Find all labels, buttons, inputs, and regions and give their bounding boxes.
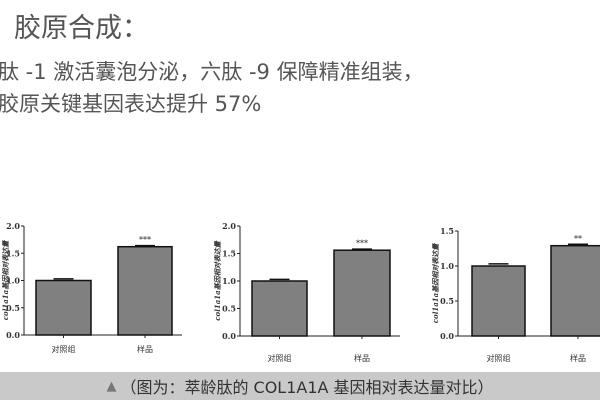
y-tick-label: 0.5 (440, 296, 454, 306)
y-tick-label: 1.5 (222, 249, 236, 259)
x-tick-label: 对照组 (52, 344, 76, 354)
y-tick-label: 1.0 (222, 276, 236, 286)
description-line-1: 肽 -1 激活囊泡分泌，六肽 -9 保障精准组装， (0, 60, 424, 84)
y-tick-label: 0.0 (222, 331, 236, 341)
y-tick-label: 2.0 (6, 221, 20, 231)
bar (117, 245, 173, 336)
x-tick-label: 对照组 (487, 353, 511, 363)
x-tick-label: 对照组 (268, 353, 292, 363)
y-tick-label: 0.0 (6, 330, 20, 340)
y-tick-label: 0.0 (440, 331, 454, 341)
figure-caption: ▲ （图为：萃龄肽的 COL1A1A 基因相对表达量对比） (0, 372, 600, 400)
bar (550, 244, 600, 337)
bar (251, 280, 308, 337)
description-line-2: 胶原关键基因表达提升 57% (0, 92, 262, 116)
x-tick-label: 样品 (570, 353, 586, 363)
y-axis-label: col1a1a基因相对表达量 (213, 240, 222, 320)
y-tick-label: 0.5 (222, 304, 236, 314)
y-tick-label: 1.0 (440, 261, 454, 271)
x-tick-label: 样品 (354, 353, 370, 363)
significance-marker: *** (356, 239, 368, 248)
bar (471, 265, 526, 337)
y-axis-label: col1a1a基因相对表达量 (431, 243, 440, 323)
section-title: 胶原合成： (14, 13, 149, 44)
x-tick-label: 样品 (137, 344, 153, 354)
bar (35, 279, 92, 336)
y-axis-label: col1a1a基因相对表达量 (1, 240, 10, 320)
y-tick-label: 0.5 (6, 303, 20, 313)
caption-text: （图为：萃龄肽的 COL1A1A 基因相对表达量对比） (120, 378, 494, 397)
y-tick-label: 1.5 (6, 248, 20, 258)
y-tick-label: 1.5 (440, 226, 454, 236)
tree-icon: ▲ (106, 378, 117, 394)
y-tick-label: 2.0 (222, 221, 236, 231)
significance-marker: *** (139, 236, 151, 245)
significance-marker: ** (574, 234, 582, 243)
y-tick-label: 1.0 (6, 276, 20, 286)
bar (333, 249, 391, 337)
